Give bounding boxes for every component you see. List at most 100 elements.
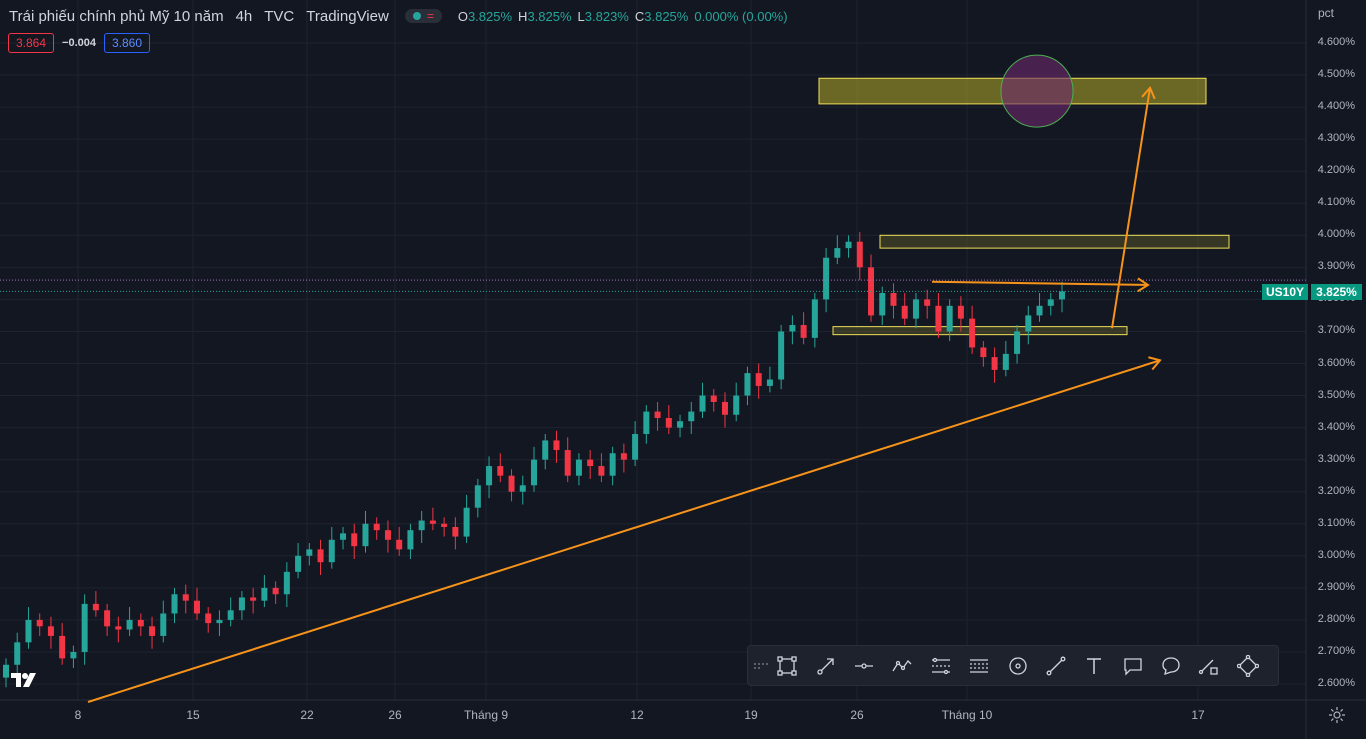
- gear-icon[interactable]: [1328, 706, 1346, 724]
- candle-body: [272, 587, 279, 595]
- candle-body: [418, 520, 425, 531]
- polygon-tool-icon[interactable]: [1229, 648, 1267, 684]
- parallel-channel-icon[interactable]: [922, 648, 960, 684]
- trend-line-arrow: [87, 359, 1161, 703]
- candle-body: [70, 651, 77, 659]
- candle-body: [946, 305, 953, 332]
- market-open-icon: [412, 12, 421, 20]
- close-value: 3.825%: [644, 8, 689, 24]
- candle-body: [564, 450, 571, 476]
- source-label: TradingView: [306, 7, 389, 25]
- candles-group: [3, 232, 1065, 688]
- candle-body: [980, 347, 987, 358]
- candle-body: [126, 619, 133, 630]
- trend-line-arrow-head: [1148, 356, 1162, 371]
- measure-tool-icon[interactable]: [1190, 648, 1228, 684]
- candle-body: [328, 539, 335, 563]
- candle-body: [901, 305, 908, 319]
- buy-button[interactable]: 3.860: [103, 33, 151, 53]
- trend-line-icon[interactable]: [1037, 648, 1075, 684]
- spread-value: −0.004: [62, 37, 96, 49]
- candle-body: [441, 523, 448, 527]
- drawing-toolbar: [747, 645, 1279, 686]
- comment-icon[interactable]: [1152, 648, 1190, 684]
- horizontal-ray-icon[interactable]: [845, 648, 883, 684]
- price-tick-label: 3.100%: [1317, 516, 1355, 529]
- candle-body: [1047, 299, 1054, 306]
- candle-body: [643, 411, 650, 435]
- candle-body: [811, 299, 818, 338]
- candle-body: [306, 549, 313, 556]
- fib-retracement-icon[interactable]: [960, 648, 998, 684]
- candle-body: [59, 635, 66, 659]
- circle-tool-icon[interactable]: [998, 648, 1036, 684]
- text-tool-icon[interactable]: [1075, 648, 1113, 684]
- candle-body: [733, 395, 740, 415]
- candle-body: [710, 395, 717, 402]
- candle-body: [665, 417, 672, 428]
- candle-body: [823, 257, 830, 300]
- open-value: 3.825%: [467, 8, 513, 24]
- candle-body: [283, 571, 290, 595]
- interval-label[interactable]: 4h: [235, 7, 253, 25]
- candle-body: [1036, 305, 1043, 316]
- select-area-icon[interactable]: [768, 648, 806, 684]
- close-label: C: [634, 8, 645, 24]
- price-tick-label: 4.000%: [1317, 228, 1355, 241]
- candle-body: [890, 292, 897, 306]
- tradingview-logo-icon[interactable]: [8, 669, 40, 691]
- price-tick-label: 2.600%: [1317, 677, 1355, 689]
- candle-body: [744, 373, 751, 396]
- price-tick-label: 3.300%: [1317, 452, 1355, 465]
- candle-body: [373, 523, 380, 531]
- price-tick-label: 2.800%: [1317, 612, 1355, 625]
- candle-body: [620, 453, 627, 460]
- sell-button[interactable]: 3.864: [8, 33, 55, 53]
- candle-body: [991, 357, 998, 370]
- candle-body: [351, 533, 358, 547]
- candle-body: [632, 434, 639, 460]
- candle-body: [452, 526, 459, 537]
- candle-body: [575, 459, 582, 476]
- path-tool-icon[interactable]: [883, 648, 921, 684]
- resistance-arrow: [931, 280, 1149, 286]
- chart-legend: Trái phiếu chính phủ Mỹ 10 năm 4h TVC Tr…: [9, 6, 788, 26]
- time-tick-label: 26: [388, 708, 402, 722]
- candle-body: [924, 299, 931, 306]
- ohlc-values: O3.825% H3.825% L3.823% C3.825% 0.000% (…: [458, 9, 788, 24]
- candle-body: [340, 533, 347, 540]
- symbol-badge: US10Y: [1262, 284, 1309, 300]
- market-status-pill[interactable]: =: [404, 9, 442, 23]
- candle-body: [47, 626, 54, 636]
- candle-body: [677, 421, 684, 428]
- candle-body: [1014, 331, 1021, 354]
- candle-body: [216, 619, 223, 624]
- candle-body: [519, 485, 526, 492]
- change-value: 0.000% (0.00%): [694, 8, 788, 24]
- candle-body: [957, 305, 964, 319]
- candle-body: [36, 619, 43, 627]
- symbol-name[interactable]: Trái phiếu chính phủ Mỹ 10 năm: [9, 7, 224, 25]
- candle-body: [688, 411, 695, 422]
- price-tick-label: 3.200%: [1317, 484, 1355, 497]
- candle-body: [92, 603, 99, 611]
- candle-body: [609, 453, 616, 476]
- candle-body: [766, 379, 773, 386]
- candle-body: [531, 459, 537, 486]
- time-tick-label: 17: [1191, 708, 1205, 722]
- candle-body: [845, 241, 852, 249]
- price-zone: [832, 326, 1128, 336]
- price-tick-label: 4.100%: [1317, 196, 1355, 209]
- price-tick-label: 4.500%: [1317, 68, 1355, 81]
- arrow-tool-icon[interactable]: [806, 648, 844, 684]
- price-tick-label: 4.400%: [1317, 100, 1355, 113]
- candle-body: [935, 305, 942, 332]
- drag-handle-icon[interactable]: [754, 656, 768, 676]
- candle-body: [384, 530, 391, 540]
- candle-body: [396, 539, 403, 550]
- candle-body: [497, 466, 504, 476]
- price-tick-label: 2.900%: [1317, 580, 1355, 593]
- callout-icon[interactable]: [1114, 648, 1152, 684]
- open-label: O: [457, 8, 468, 24]
